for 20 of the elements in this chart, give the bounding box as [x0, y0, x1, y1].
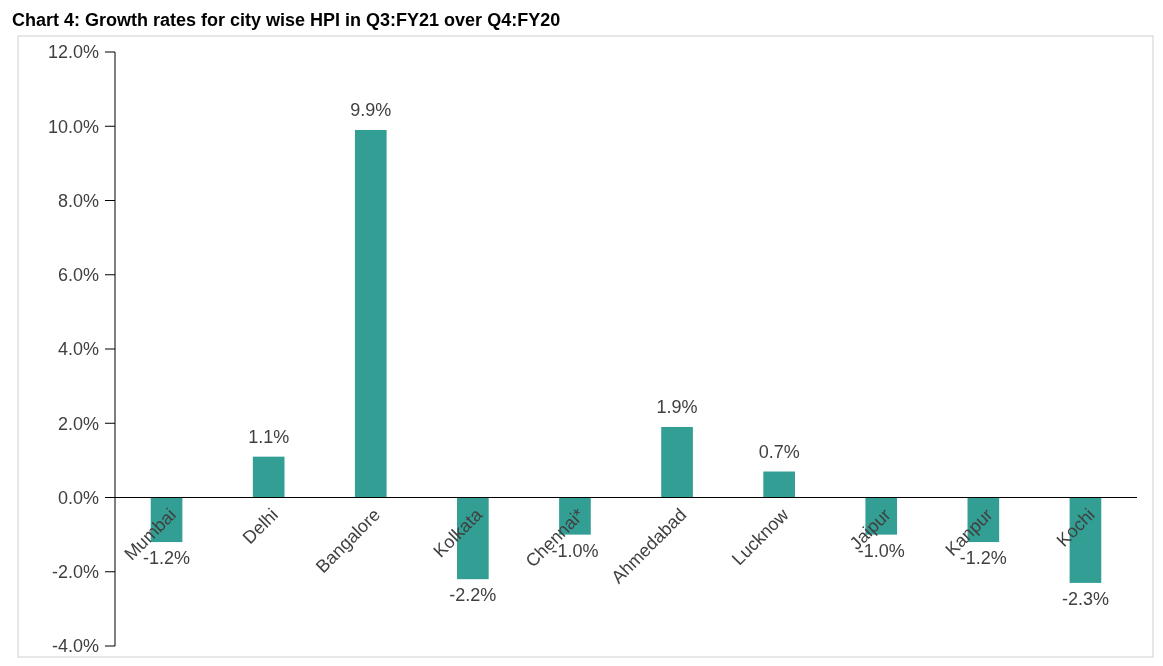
data-label: -2.3%	[1061, 588, 1109, 609]
y-tick-label: 0.0%	[57, 487, 99, 508]
bar	[763, 471, 795, 498]
y-tick-label: 4.0%	[57, 339, 99, 360]
y-tick-label: -2.0%	[51, 562, 99, 583]
y-tick-label: 6.0%	[57, 265, 99, 286]
bar	[252, 456, 285, 498]
y-tick-label: -4.0%	[51, 636, 99, 657]
data-label: -2.2%	[449, 585, 497, 606]
y-tick-label: 2.0%	[57, 413, 99, 434]
data-label: 9.9%	[350, 99, 392, 120]
bar	[354, 129, 387, 498]
data-label: 1.1%	[248, 426, 290, 447]
bar	[661, 426, 693, 498]
y-tick-label: 12.0%	[47, 42, 99, 63]
data-label: 1.9%	[656, 396, 698, 417]
chart-title: Chart 4: Growth rates for city wise HPI in Q3:FY21 over Q4:FY20	[12, 10, 561, 30]
y-tick-label: 10.0%	[47, 116, 99, 137]
y-tick-label: 8.0%	[57, 190, 99, 211]
data-label: 0.7%	[758, 441, 800, 462]
